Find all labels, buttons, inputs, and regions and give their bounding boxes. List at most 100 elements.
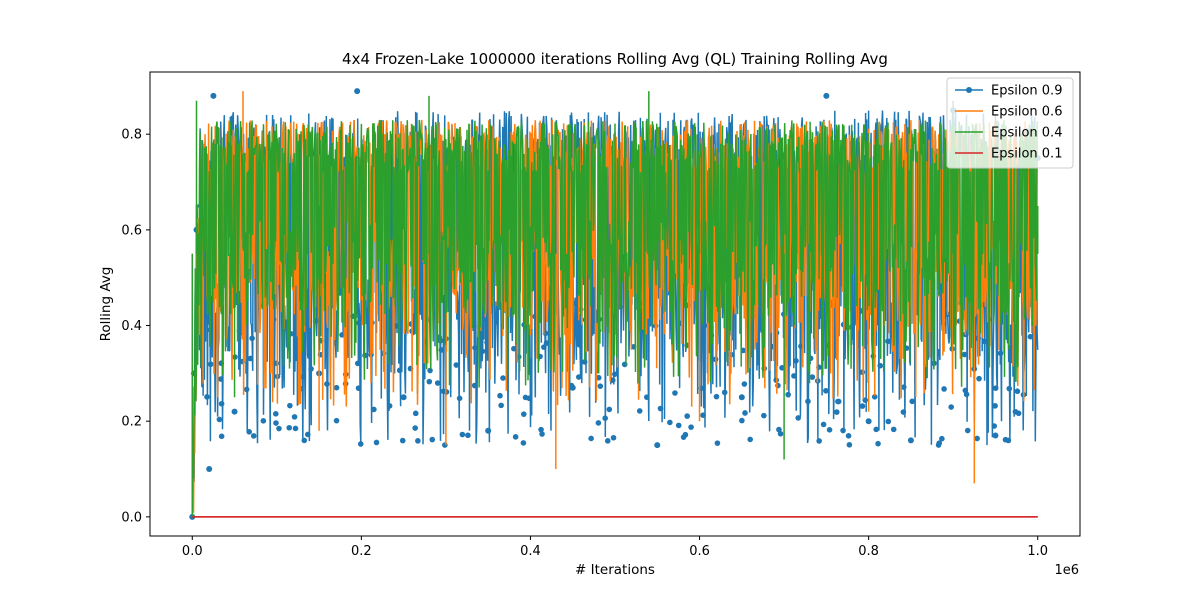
data-point (485, 427, 492, 434)
data-point (538, 426, 544, 433)
data-point (1006, 385, 1013, 392)
data-point (204, 394, 210, 400)
x-tick-label: 0.6 (689, 544, 710, 559)
data-point (465, 432, 471, 439)
data-point (520, 440, 527, 446)
legend-box (946, 77, 1074, 169)
data-point (396, 367, 403, 374)
data-point (823, 387, 829, 394)
data-point (412, 410, 419, 417)
data-point (1014, 388, 1021, 395)
data-point (992, 385, 999, 391)
data-point (497, 392, 503, 399)
data-point (471, 382, 478, 389)
data-point (434, 380, 441, 386)
data-point (840, 427, 846, 434)
data-point (393, 323, 400, 329)
data-point (672, 390, 678, 396)
data-point (286, 424, 293, 431)
data-point (997, 350, 1004, 357)
data-point (739, 417, 745, 424)
data-point (961, 351, 968, 358)
legend-label: Epsilon 0.4 (991, 126, 1062, 141)
data-point (1012, 408, 1019, 415)
data-point (795, 415, 801, 421)
y-tick-label: 0.0 (121, 510, 142, 525)
data-point (846, 442, 853, 448)
data-point (991, 423, 998, 429)
data-point (287, 402, 293, 409)
data-point (667, 419, 673, 426)
data-point (339, 332, 345, 338)
data-point (301, 437, 308, 444)
data-point (511, 345, 517, 352)
data-point (809, 374, 816, 380)
data-point (714, 440, 721, 446)
data-point (484, 339, 490, 346)
data-point (479, 348, 486, 355)
data-point (877, 362, 884, 369)
data-point (216, 416, 223, 423)
x-axis-label: # Iterations (575, 562, 655, 578)
data-point (357, 441, 364, 447)
data-point (308, 366, 314, 372)
data-point (900, 409, 907, 415)
data-point (941, 386, 947, 392)
data-point (700, 412, 706, 418)
data-point (250, 433, 257, 439)
series-epsilon-0-4 (191, 91, 1039, 517)
data-point (355, 385, 362, 391)
data-point (442, 442, 448, 448)
x-tick-label: 0.0 (182, 544, 203, 559)
data-point (885, 418, 892, 425)
data-point (400, 394, 407, 401)
data-point (992, 403, 998, 409)
data-point (498, 402, 504, 409)
legend-entry: Epsilon 0.6 (955, 105, 1062, 120)
series-line (191, 119, 1039, 517)
data-point (247, 355, 254, 362)
data-point (273, 360, 280, 367)
x-axis-offset-label: 1e6 (1054, 563, 1079, 578)
data-point (324, 381, 330, 387)
data-point (621, 361, 628, 368)
chart-title: 4x4 Frozen-Lake 1000000 iterations Rolli… (342, 50, 888, 68)
data-point (775, 382, 781, 389)
data-point (354, 88, 361, 95)
data-point (595, 374, 602, 381)
data-point (865, 418, 872, 425)
data-point (1027, 333, 1034, 340)
data-point (207, 361, 214, 368)
data-point (588, 435, 594, 442)
legend: Epsilon 0.9 Epsilon 0.6 Epsilon 0.4 Epsilon… (946, 77, 1074, 169)
x-tick-label: 0.4 (520, 544, 541, 559)
data-point (210, 92, 217, 99)
legend-label: Epsilon 0.1 (991, 147, 1062, 162)
data-point (742, 410, 748, 416)
data-point (292, 425, 299, 432)
data-point (218, 376, 224, 382)
data-point (595, 420, 602, 426)
data-point (675, 422, 682, 429)
data-point (453, 362, 460, 368)
data-point (272, 411, 279, 417)
data-point (885, 338, 891, 345)
data-point (741, 381, 748, 387)
data-point (713, 393, 720, 400)
data-point (875, 440, 881, 447)
data-point (604, 438, 611, 444)
data-point (606, 406, 613, 413)
data-point (356, 320, 362, 326)
data-point (845, 433, 852, 439)
data-point (541, 344, 547, 350)
data-point (654, 442, 661, 449)
data-point (575, 374, 582, 380)
data-point (777, 430, 784, 437)
data-point (243, 386, 250, 393)
data-point (907, 437, 914, 444)
data-point (609, 377, 616, 383)
data-point (427, 367, 433, 374)
data-point (873, 426, 880, 433)
